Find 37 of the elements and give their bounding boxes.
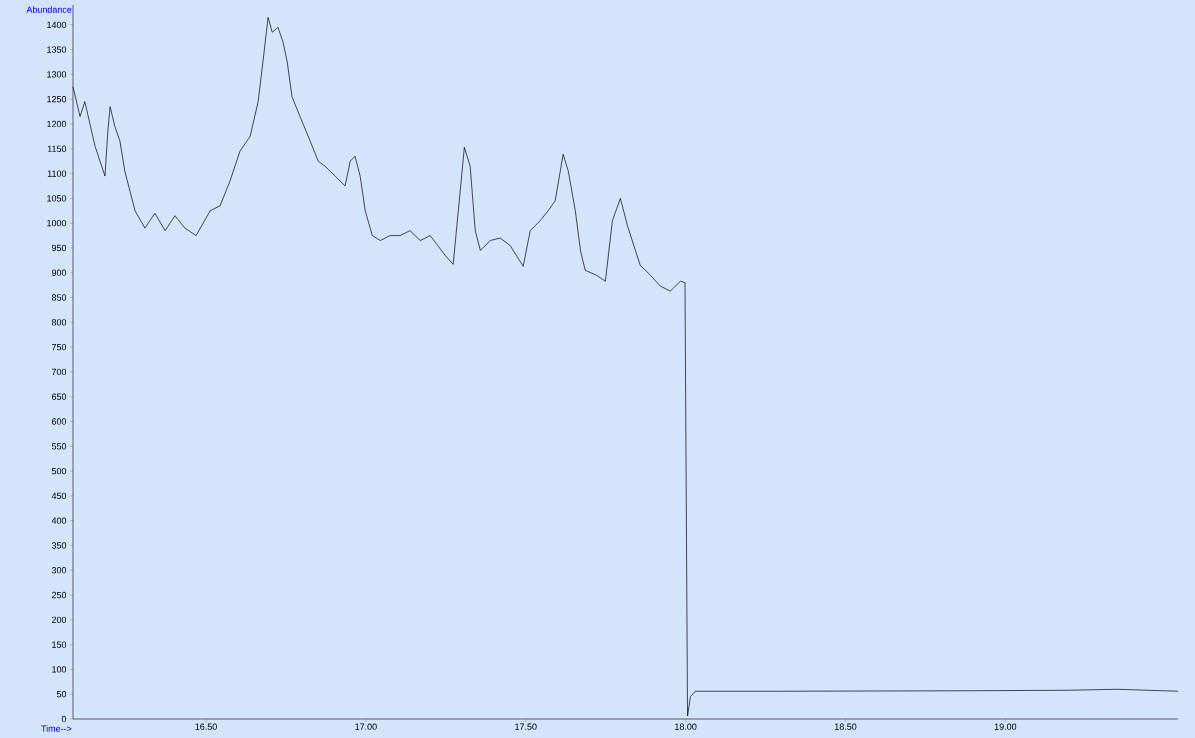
y-tick-label: 0	[61, 715, 67, 723]
y-tick-label: 1200	[47, 120, 67, 128]
y-tick-label: 650	[51, 393, 67, 400]
y-tick-label: 100	[52, 666, 67, 673]
y-tick-label: 800	[51, 319, 67, 326]
x-tick-label: 18.50	[834, 723, 857, 730]
y-tick-label: 250	[51, 591, 67, 599]
y-tick-label: 1000	[47, 219, 67, 227]
y-tick-label: 1400	[47, 21, 67, 28]
y-tick-label: 600	[51, 418, 67, 425]
y-tick-label: 1350	[47, 46, 67, 53]
x-tick-label: 18.00	[675, 723, 697, 730]
y-tick-label: 300	[51, 567, 67, 574]
y-tick-label: 1250	[47, 96, 67, 103]
y-tick-label: 550	[51, 443, 67, 450]
y-tick-label: 750	[51, 343, 67, 351]
y-tick-label: 950	[51, 244, 67, 252]
y-tick-label: 900	[51, 269, 67, 276]
y-tick-label: 150	[52, 641, 67, 648]
x-tick-label: 16.50	[195, 723, 217, 730]
x-tick-label: 17.50	[515, 723, 537, 730]
y-tick-label: 450	[51, 492, 67, 500]
x-axis-title: Time-->	[41, 725, 72, 732]
y-tick-label: 1100	[47, 170, 67, 177]
x-tick-label: 19.00	[994, 723, 1017, 730]
y-tick-label: 1300	[47, 71, 67, 78]
y-tick-label: 400	[51, 517, 67, 524]
y-tick-label: 1150	[47, 145, 67, 152]
y-tick-label: 1050	[47, 195, 67, 202]
y-tick-label: 500	[51, 467, 67, 475]
y-axis-title: Abundance	[26, 6, 72, 13]
x-tick-label: 17.00	[355, 723, 377, 730]
y-tick-label: 850	[51, 294, 67, 301]
y-tick-label: 350	[51, 542, 67, 549]
y-tick-label: 200	[51, 616, 67, 624]
y-tick-label: 50	[56, 691, 67, 698]
y-tick-label: 700	[51, 368, 67, 376]
